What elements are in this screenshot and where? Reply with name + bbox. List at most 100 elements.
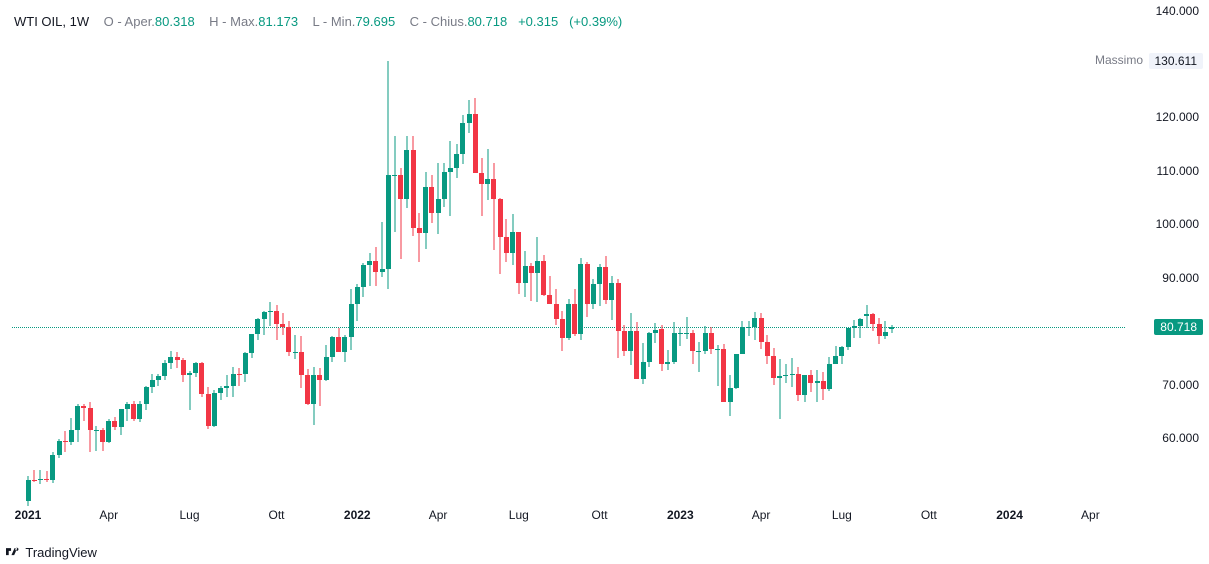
candle bbox=[560, 311, 565, 351]
candle bbox=[44, 471, 49, 482]
candle bbox=[460, 115, 465, 165]
x-tick: Lug bbox=[180, 508, 200, 522]
candle bbox=[224, 375, 229, 397]
candle bbox=[883, 321, 888, 339]
x-tick: Apr bbox=[429, 508, 448, 522]
candle bbox=[858, 318, 863, 338]
candle bbox=[877, 318, 882, 344]
candle bbox=[355, 284, 360, 321]
y-tick: 60.000 bbox=[1162, 431, 1199, 445]
candle bbox=[572, 289, 577, 335]
candle bbox=[659, 325, 664, 371]
candle bbox=[790, 358, 795, 386]
y-tick: 100.000 bbox=[1156, 217, 1199, 231]
candle bbox=[311, 367, 316, 425]
candle bbox=[423, 172, 428, 249]
candle bbox=[603, 256, 608, 304]
candle bbox=[417, 213, 422, 263]
candle bbox=[361, 263, 366, 297]
candle bbox=[808, 370, 813, 392]
y-tick: 90.000 bbox=[1162, 271, 1199, 285]
candle bbox=[218, 386, 223, 400]
candle bbox=[641, 343, 646, 384]
x-tick: Apr bbox=[1081, 508, 1100, 522]
candle bbox=[63, 431, 68, 452]
candle bbox=[498, 198, 503, 275]
candle bbox=[237, 368, 242, 386]
candle bbox=[852, 320, 857, 338]
candle bbox=[380, 222, 385, 278]
candle bbox=[268, 302, 273, 325]
x-axis[interactable]: 2021AprLugOtt2022AprLugOtt2023AprLugOtt2… bbox=[12, 502, 1125, 542]
candle bbox=[299, 336, 304, 387]
candle bbox=[342, 335, 347, 362]
candle bbox=[802, 375, 807, 402]
candle bbox=[783, 364, 788, 384]
x-tick: Apr bbox=[99, 508, 118, 522]
candle bbox=[827, 357, 832, 391]
candle bbox=[249, 334, 254, 359]
candle bbox=[597, 264, 602, 306]
candle bbox=[212, 390, 217, 427]
candle bbox=[839, 346, 844, 365]
candle bbox=[709, 327, 714, 354]
candle bbox=[112, 417, 117, 430]
candle bbox=[566, 299, 571, 340]
candle bbox=[349, 289, 354, 350]
candle bbox=[181, 358, 186, 383]
candle bbox=[616, 279, 621, 358]
candle bbox=[69, 418, 74, 446]
candle bbox=[442, 163, 447, 207]
candle bbox=[504, 219, 509, 261]
candle bbox=[523, 251, 528, 297]
candle bbox=[88, 402, 93, 453]
y-axis[interactable]: 60.00070.00080.00090.000100.000110.00012… bbox=[1130, 0, 1209, 502]
price-plot[interactable] bbox=[12, 0, 1125, 502]
candle bbox=[696, 342, 701, 372]
candle bbox=[448, 141, 453, 216]
candle bbox=[547, 276, 552, 303]
candle bbox=[485, 149, 490, 200]
candle bbox=[330, 336, 335, 361]
candle bbox=[740, 321, 745, 354]
candle bbox=[585, 262, 590, 318]
x-tick: Apr bbox=[752, 508, 771, 522]
chart-container[interactable]: { "legend":{ "symbol":"WTI OIL", "interv… bbox=[0, 0, 1209, 564]
candle bbox=[554, 289, 559, 324]
candle bbox=[175, 352, 180, 367]
candle bbox=[535, 237, 540, 303]
candle bbox=[305, 369, 310, 405]
candle bbox=[529, 263, 534, 301]
candle bbox=[815, 370, 820, 402]
candle bbox=[187, 371, 192, 410]
watermark-text: TradingView bbox=[25, 545, 97, 560]
candle bbox=[634, 322, 639, 379]
candle bbox=[665, 350, 670, 370]
candle bbox=[373, 247, 378, 287]
candle bbox=[728, 375, 733, 416]
candle bbox=[473, 98, 478, 159]
candle bbox=[398, 168, 403, 259]
candle bbox=[703, 326, 708, 353]
candle bbox=[100, 428, 105, 450]
candle bbox=[454, 144, 459, 179]
x-tick: Ott bbox=[921, 508, 937, 522]
candle bbox=[889, 325, 894, 333]
candle bbox=[833, 346, 838, 365]
candle bbox=[759, 313, 764, 348]
price-badge: 80.718 bbox=[1154, 319, 1203, 335]
candle bbox=[386, 61, 391, 289]
candle bbox=[231, 367, 236, 397]
candle bbox=[491, 163, 496, 250]
tradingview-watermark: TradingView bbox=[6, 545, 97, 560]
candle bbox=[125, 402, 130, 422]
candle bbox=[286, 321, 291, 355]
candle bbox=[243, 352, 248, 381]
candle bbox=[479, 158, 484, 217]
y-tick: 120.000 bbox=[1156, 110, 1199, 124]
candle bbox=[94, 426, 99, 451]
candle bbox=[653, 323, 658, 343]
x-tick: Lug bbox=[509, 508, 529, 522]
candle bbox=[821, 372, 826, 400]
candle bbox=[609, 276, 614, 320]
